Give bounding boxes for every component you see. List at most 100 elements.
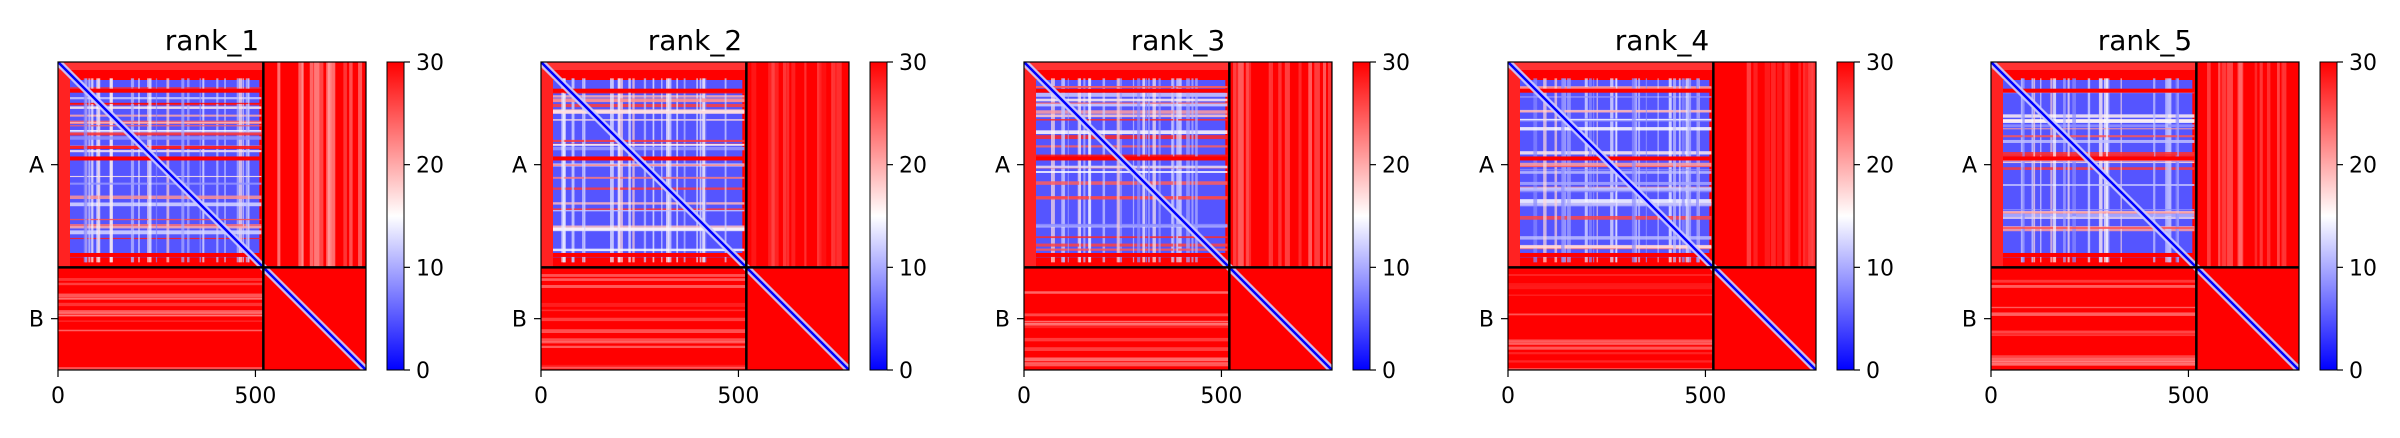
- stripe: [2031, 77, 2034, 263]
- stripe: [541, 338, 747, 342]
- y-tick-label: B: [512, 308, 527, 333]
- stripe: [546, 88, 747, 93]
- stripe: [1024, 62, 1036, 268]
- stripe: [702, 77, 706, 263]
- x-tick-label: 0: [51, 384, 65, 409]
- stripe: [1764, 62, 1771, 268]
- stripe: [58, 302, 264, 307]
- stripe: [1771, 62, 1776, 268]
- panel-title: rank_4: [1615, 24, 1709, 57]
- x-tick-label: 0: [1501, 384, 1515, 409]
- stripe: [68, 182, 262, 185]
- stripe: [1518, 244, 1712, 249]
- stripe: [68, 129, 262, 132]
- stripe: [1753, 62, 1758, 268]
- stripe: [327, 62, 332, 268]
- stripe: [1079, 77, 1081, 263]
- stripe: [1034, 154, 1228, 158]
- stripe: [88, 77, 91, 263]
- stripe: [1631, 77, 1636, 263]
- y-tick-label: B: [1479, 308, 1494, 333]
- stripe: [696, 77, 698, 263]
- stripe: [1518, 86, 1712, 90]
- stripe: [541, 278, 747, 281]
- colorbar-tick-label: 10: [2349, 256, 2377, 281]
- stripe: [1508, 360, 1714, 363]
- panel-title: rank_5: [2098, 24, 2192, 57]
- stripe: [1034, 196, 1228, 200]
- stripe: [1024, 357, 1230, 362]
- stripe: [1029, 74, 1230, 79]
- stripe: [1808, 62, 1813, 268]
- colorbar-tick-label: 20: [2349, 154, 2377, 179]
- stripe: [551, 187, 745, 190]
- stripe: [786, 62, 790, 268]
- stripe: [1508, 274, 1714, 276]
- stripe: [1024, 362, 1230, 364]
- stripe: [1518, 151, 1712, 155]
- stripe: [1508, 341, 1714, 346]
- stripe: [1034, 145, 1228, 148]
- stripe: [551, 202, 745, 205]
- stripe: [314, 62, 320, 268]
- colorbar-tick-label: 30: [899, 51, 927, 76]
- stripe: [1508, 313, 1714, 316]
- stripe: [309, 62, 314, 268]
- colorbar-tick-label: 30: [416, 51, 444, 76]
- x-tick-label: 500: [1200, 384, 1242, 409]
- stripe: [2266, 62, 2271, 268]
- stripe: [68, 125, 262, 127]
- stripe: [1238, 62, 1244, 268]
- stripe: [98, 77, 100, 263]
- stripe: [358, 62, 363, 268]
- stripe: [1991, 355, 2197, 359]
- stripe: [1158, 77, 1161, 263]
- colorbar-tick-label: 0: [1866, 359, 1880, 384]
- stripe: [1812, 62, 1816, 268]
- stripe: [1034, 130, 1228, 135]
- stripe: [155, 77, 158, 263]
- stripe: [298, 62, 304, 268]
- stripe: [2277, 62, 2280, 268]
- stripe: [1024, 323, 1230, 326]
- stripe: [148, 77, 152, 263]
- stripe: [773, 62, 779, 268]
- colorbar: 0 10 20 30: [1836, 51, 1894, 384]
- stripe: [2120, 77, 2122, 263]
- stripe: [1278, 62, 1282, 268]
- stripe: [1508, 352, 1714, 355]
- stripe: [1145, 77, 1148, 263]
- diagonal: [541, 62, 849, 370]
- x-tick-label: 500: [234, 384, 276, 409]
- pae-panel-2: rank_2 0 500 A B 0 10 20 30: [512, 24, 927, 409]
- colorbar-tick-label: 20: [416, 154, 444, 179]
- colorbar-tick-label: 10: [1382, 256, 1410, 281]
- stripe: [199, 77, 202, 263]
- stripe: [1029, 252, 1230, 257]
- stripe: [1518, 96, 1712, 98]
- stripe: [1991, 62, 2003, 268]
- stripe: [1050, 77, 1055, 263]
- colorbar-tick-label: 10: [1866, 256, 1894, 281]
- stripe: [63, 88, 264, 93]
- stripe: [699, 77, 702, 263]
- axes-frame: [57, 61, 367, 371]
- stripe: [676, 77, 679, 263]
- stripe: [2001, 228, 2195, 232]
- pae-panel-3: rank_3 0 500 A B 0 10 20 30: [995, 24, 1410, 409]
- stripe: [551, 143, 745, 146]
- stripe: [2152, 77, 2155, 263]
- stripe: [245, 77, 250, 263]
- stripe: [1513, 74, 1714, 79]
- stripe: [68, 175, 262, 178]
- stripe: [1996, 74, 2197, 79]
- stripe: [2281, 62, 2285, 268]
- axes-frame: [1023, 61, 1333, 371]
- colorbar-tick-label: 0: [899, 359, 913, 384]
- heatmap: [1991, 62, 2299, 370]
- stripe: [1034, 85, 1228, 88]
- stripe: [1518, 119, 1712, 121]
- stripe: [584, 77, 586, 263]
- stripe: [2254, 62, 2258, 268]
- stripe: [1746, 62, 1752, 268]
